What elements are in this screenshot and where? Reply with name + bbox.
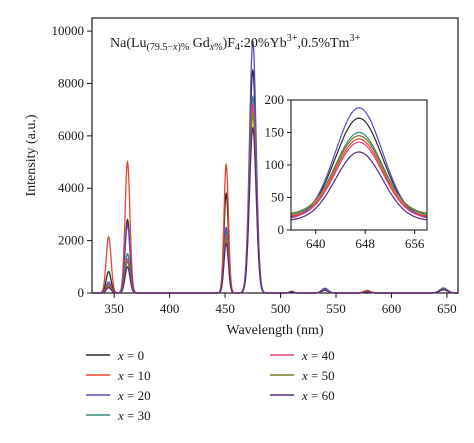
legend-item: x = 20 (86, 388, 151, 403)
main-x-ticks: 350 400 450 500 550 600 650 (104, 293, 457, 316)
legend-value: = 40 (308, 348, 335, 363)
y-tick-label: 2000 (58, 233, 84, 248)
formula-gd: Gd (189, 36, 210, 51)
legend-var: x (301, 368, 308, 383)
legend-value: = 50 (308, 368, 335, 383)
inset-y-tick-label: 150 (265, 125, 285, 140)
legend-item: x = 0 (86, 348, 144, 363)
legend-item: x = 60 (270, 388, 335, 403)
formula-mid: )F (223, 36, 236, 51)
inset-y-tick-label: 50 (271, 190, 284, 205)
legend-var: x (117, 388, 124, 403)
legend-label: x = 50 (301, 368, 335, 383)
x-tick-label: 500 (271, 301, 291, 316)
legend-value: = 10 (124, 368, 151, 383)
main-plot: 350 400 450 500 550 600 650 020004000600080001… (24, 17, 459, 338)
legend-item: x = 50 (270, 368, 335, 383)
y-tick-label: 0 (78, 285, 85, 300)
legend-label: x = 60 (301, 388, 335, 403)
inset-series-group (290, 107, 427, 221)
inset-x-tick-label: 648 (355, 236, 375, 251)
formula-prefix: Na(Lu (110, 36, 147, 51)
formula-sub1: (79.5− (147, 42, 174, 53)
main-series-group (92, 39, 459, 294)
legend-value: = 20 (124, 388, 151, 403)
inset-series-line-4 (290, 141, 427, 218)
legend-var: x (301, 348, 308, 363)
x-tick-label: 550 (326, 301, 346, 316)
legend-item: x = 30 (86, 408, 151, 423)
inset-x-ticks: 640 648 656 (306, 230, 425, 251)
y-tick-label: 8000 (58, 75, 84, 90)
y-tick-label: 4000 (58, 180, 84, 195)
legend-label: x = 0 (117, 348, 144, 363)
chart-formula-title: Na(Lu(79.5−x)% Gdx%)F4:20%Yb3+,0.5%Tm3+ (110, 33, 360, 53)
formula-rest2: ,0.5%Tm (297, 36, 349, 51)
legend-item: x = 40 (270, 348, 335, 363)
legend-label: x = 30 (117, 408, 151, 423)
formula-rest1: :20%Yb (240, 36, 287, 51)
formula-sub3: 4 (235, 42, 240, 53)
inset-y-tick-label: 100 (265, 157, 285, 172)
legend-label: x = 10 (117, 368, 151, 383)
inset-x-tick-label: 656 (405, 236, 425, 251)
formula-sub1-end: )% (177, 42, 189, 53)
y-tick-label: 6000 (58, 128, 84, 143)
legend: x = 0x = 10x = 20x = 30x = 40x = 50x = 6… (86, 348, 335, 423)
x-axis-title: Wavelength (nm) (226, 323, 324, 338)
inset-series-line-6 (290, 151, 427, 221)
legend-item: x = 10 (86, 368, 151, 383)
formula-sup1: 3+ (287, 33, 298, 44)
legend-value: = 0 (124, 348, 144, 363)
legend-value: = 30 (124, 408, 151, 423)
legend-label: x = 40 (301, 348, 335, 363)
legend-value: = 60 (308, 388, 335, 403)
legend-var: x (117, 348, 124, 363)
legend-var: x (117, 408, 124, 423)
inset-series-line-1 (290, 138, 427, 217)
inset-y-ticks: 0 50 100 150 200 (265, 92, 291, 237)
legend-label: x = 20 (117, 388, 151, 403)
inset-plot: 640 648 656 0 50 100 150 200 (265, 92, 428, 251)
y-tick-label: 10000 (52, 23, 85, 38)
formula-sub2-var: x (209, 42, 215, 53)
inset-series-line-5 (290, 135, 427, 214)
y-axis-title: Intensity (a.u.) (24, 114, 39, 196)
legend-var: x (117, 368, 124, 383)
inset-y-tick-label: 0 (278, 222, 285, 237)
legend-var: x (301, 388, 308, 403)
inset-y-tick-label: 200 (265, 92, 285, 107)
inset-background (291, 100, 427, 230)
x-tick-label: 350 (104, 301, 124, 316)
series-line-6 (92, 126, 458, 294)
x-tick-label: 450 (215, 301, 235, 316)
x-tick-label: 650 (437, 301, 457, 316)
formula-sup2: 3+ (349, 33, 360, 44)
main-y-ticks: 0 2000 4000 6000 8000 10000 (52, 23, 92, 300)
formula-sub2-end: % (214, 42, 222, 53)
inset-x-tick-label: 640 (306, 236, 326, 251)
formula-sub1-var: x (172, 42, 178, 53)
x-tick-label: 400 (160, 301, 180, 316)
x-tick-label: 600 (382, 301, 402, 316)
